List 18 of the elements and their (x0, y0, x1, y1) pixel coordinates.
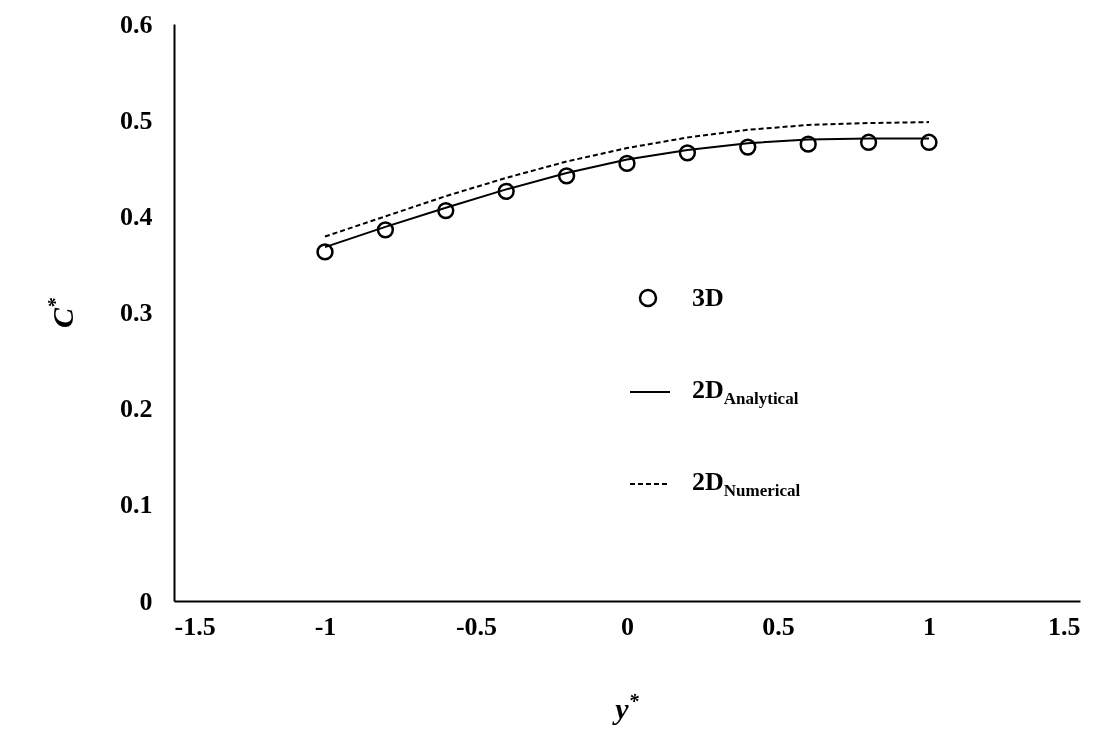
x-tick-label: 0 (621, 611, 634, 641)
legend-label: 2D$_{Numerical}$ (692, 467, 801, 502)
line-series (324, 121, 930, 238)
y-tick-label: 0 (139, 586, 153, 616)
y-tick-label: 0.4 (120, 201, 153, 231)
y-tick-label: 0.1 (120, 490, 153, 520)
y-tick-label: 0.6 (120, 9, 153, 39)
legend-label: 3D (692, 283, 724, 313)
x-tick-label: 1 (923, 611, 936, 641)
legend-label: 2D$_{Analytical}$ (692, 375, 799, 410)
x-tick-label: -1 (314, 611, 337, 641)
x-tick-label: 1.5 (1048, 611, 1081, 641)
x-tick-label: 0.5 (762, 611, 795, 641)
y-tick-label: 0.3 (120, 298, 153, 327)
y-tick-label: 0.2 (120, 394, 153, 424)
x-tick-label: -0.5 (455, 611, 498, 641)
y-tick-label: 0.5 (120, 105, 153, 135)
x-tick-label: -1.5 (174, 611, 216, 641)
